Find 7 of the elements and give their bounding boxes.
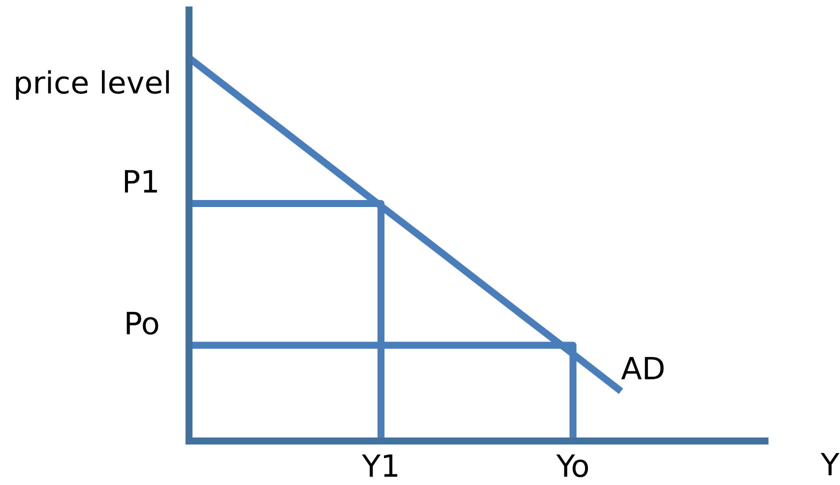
series-label: P1 [124, 170, 158, 192]
series-label: AD [621, 357, 664, 380]
x-tick-label: Yo [556, 454, 588, 478]
y-axis-title: price level [16, 70, 169, 100]
series-label: Po [126, 312, 158, 335]
x-axis-title: Y [820, 453, 840, 476]
x-tick-label: Y1 [362, 454, 398, 477]
